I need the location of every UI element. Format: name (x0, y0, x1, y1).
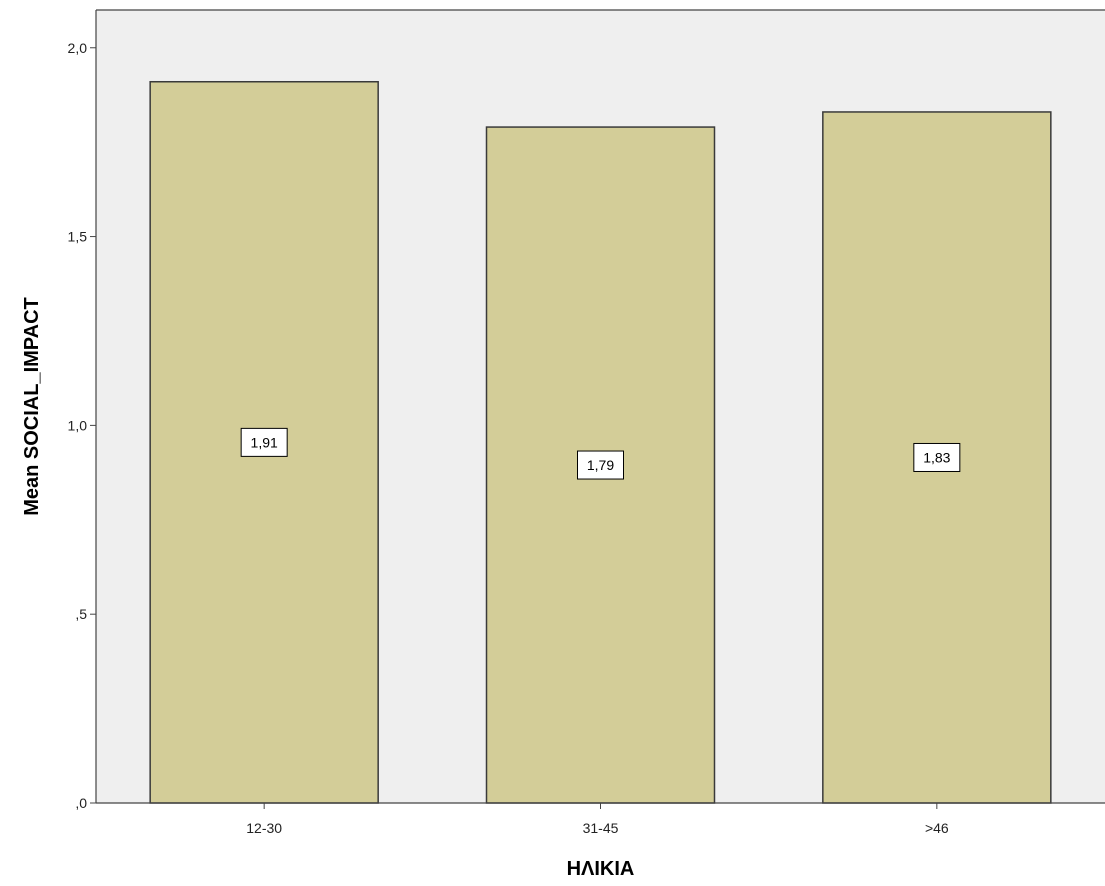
data-label-0: 1,91 (251, 434, 278, 450)
y-tick-label-1: ,5 (75, 606, 87, 622)
data-label-box-1 (577, 450, 624, 480)
data-labels: 1,91 1,79 1,83 (240, 427, 961, 480)
y-tick-label-0: ,0 (75, 795, 87, 811)
y-axis-ticks: ,0 ,5 1,0 1,5 2,0 (68, 40, 96, 811)
data-label-box-2 (913, 442, 961, 472)
y-tick-label-3: 1,5 (68, 229, 88, 245)
y-tick-label-2: 1,0 (68, 417, 88, 433)
x-tick-label-2: >46 (925, 820, 949, 836)
y-tick-label-4: 2,0 (68, 40, 88, 56)
x-axis-ticks: 12-30 31-45 >46 (246, 803, 949, 836)
data-label-1: 1,79 (587, 457, 614, 473)
y-axis-title: Mean SOCIAL_IMPACT (21, 297, 43, 516)
x-tick-label-0: 12-30 (246, 820, 282, 836)
x-axis-title: ΗΛΙΚΙΑ (567, 858, 635, 880)
data-label-2: 1,83 (923, 449, 950, 465)
data-label-box-0 (240, 427, 288, 457)
x-tick-label-1: 31-45 (583, 820, 619, 836)
